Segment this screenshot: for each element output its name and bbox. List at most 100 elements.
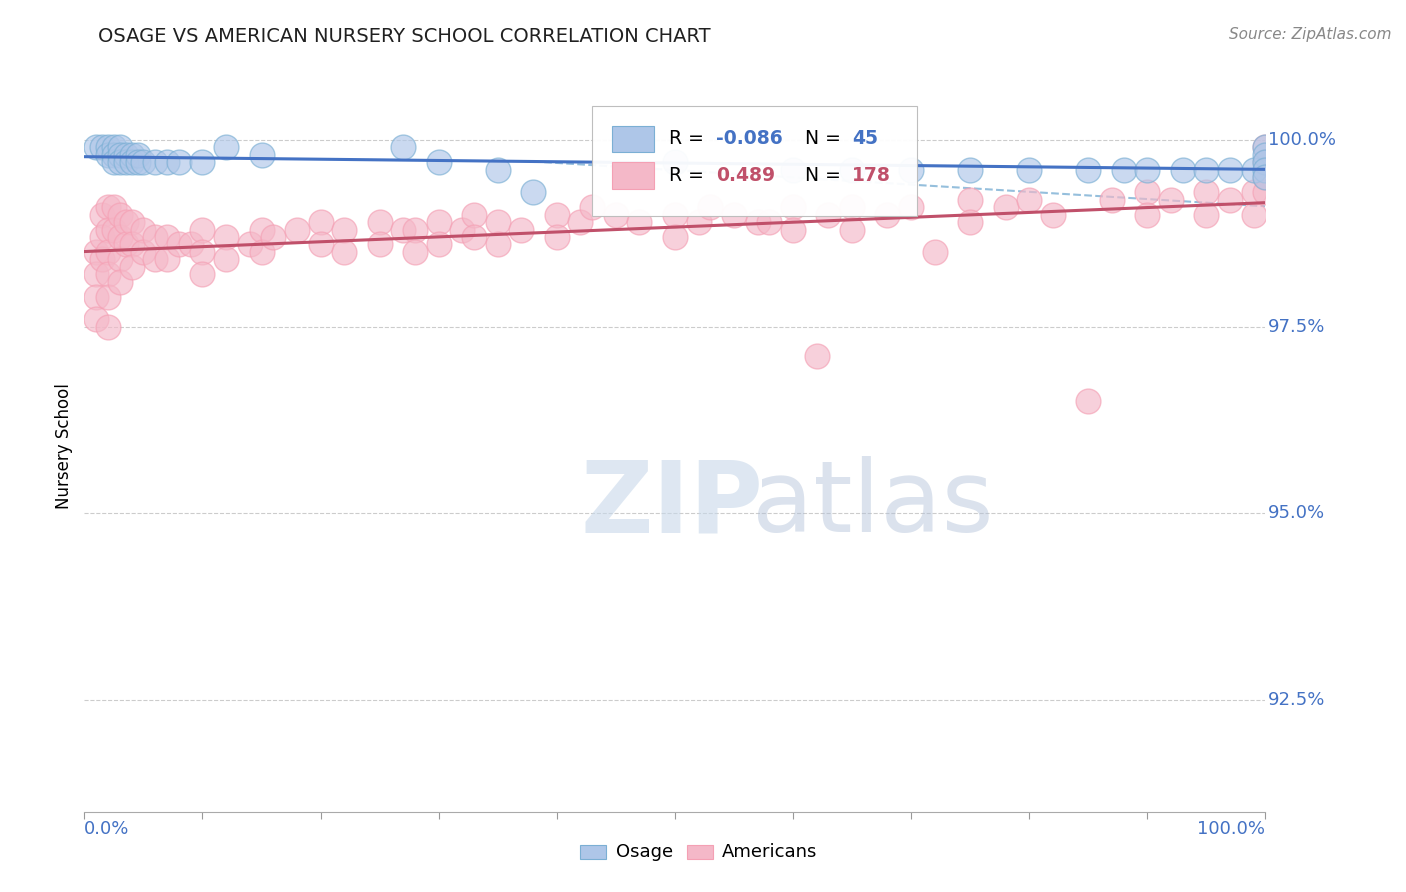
- Point: [114, 155, 136, 169]
- Point: [994, 200, 1017, 214]
- Point: [1254, 140, 1277, 154]
- Point: [1018, 193, 1040, 207]
- Point: [806, 350, 828, 364]
- Point: [121, 260, 143, 274]
- Point: [108, 208, 131, 222]
- Point: [97, 319, 120, 334]
- Point: [108, 230, 131, 244]
- Point: [1254, 140, 1277, 154]
- Point: [143, 155, 166, 169]
- Bar: [686, 845, 713, 859]
- Point: [91, 208, 114, 222]
- Bar: [612, 126, 654, 152]
- Point: [404, 222, 426, 236]
- Point: [108, 155, 131, 169]
- Point: [959, 193, 981, 207]
- Point: [427, 155, 450, 169]
- Point: [782, 200, 804, 214]
- Point: [628, 215, 651, 229]
- Point: [569, 215, 592, 229]
- Point: [250, 244, 273, 259]
- FancyBboxPatch shape: [592, 106, 917, 216]
- Point: [368, 215, 391, 229]
- Point: [108, 140, 131, 154]
- Point: [1254, 162, 1277, 177]
- Point: [97, 290, 120, 304]
- Point: [191, 268, 214, 282]
- Point: [84, 244, 107, 259]
- Text: 0.489: 0.489: [716, 166, 775, 185]
- Point: [156, 155, 179, 169]
- Point: [127, 148, 149, 162]
- Text: 92.5%: 92.5%: [1268, 690, 1324, 709]
- Point: [215, 252, 238, 267]
- Text: R =: R =: [669, 129, 710, 148]
- Text: 100.0%: 100.0%: [1268, 131, 1336, 149]
- Bar: [612, 162, 654, 188]
- Point: [91, 230, 114, 244]
- Point: [841, 200, 863, 214]
- Point: [215, 140, 238, 154]
- Point: [486, 237, 509, 252]
- Point: [143, 230, 166, 244]
- Point: [108, 252, 131, 267]
- Point: [132, 244, 155, 259]
- Point: [103, 155, 125, 169]
- Point: [191, 222, 214, 236]
- Point: [180, 237, 202, 252]
- Point: [1254, 170, 1277, 185]
- Point: [841, 162, 863, 177]
- Point: [114, 148, 136, 162]
- Point: [1160, 193, 1182, 207]
- Point: [486, 215, 509, 229]
- Point: [103, 200, 125, 214]
- Point: [91, 252, 114, 267]
- Point: [1112, 162, 1135, 177]
- Text: Osage: Osage: [616, 843, 673, 861]
- Point: [758, 215, 780, 229]
- Point: [103, 148, 125, 162]
- Point: [97, 268, 120, 282]
- Text: 45: 45: [852, 129, 877, 148]
- Point: [782, 162, 804, 177]
- Point: [1077, 162, 1099, 177]
- Point: [97, 200, 120, 214]
- Point: [91, 140, 114, 154]
- Point: [167, 155, 190, 169]
- Point: [84, 140, 107, 154]
- Point: [191, 155, 214, 169]
- Point: [156, 252, 179, 267]
- Point: [392, 222, 415, 236]
- Point: [285, 222, 308, 236]
- Point: [191, 244, 214, 259]
- Point: [664, 208, 686, 222]
- Point: [605, 208, 627, 222]
- Point: [900, 162, 922, 177]
- Bar: [581, 845, 606, 859]
- Point: [841, 222, 863, 236]
- Point: [250, 148, 273, 162]
- Text: 100.0%: 100.0%: [1198, 821, 1265, 838]
- Point: [427, 215, 450, 229]
- Point: [103, 140, 125, 154]
- Point: [699, 200, 721, 214]
- Point: [1243, 208, 1265, 222]
- Point: [167, 237, 190, 252]
- Point: [1254, 186, 1277, 200]
- Point: [723, 208, 745, 222]
- Point: [486, 162, 509, 177]
- Point: [581, 200, 603, 214]
- Point: [114, 237, 136, 252]
- Y-axis label: Nursery School: Nursery School: [55, 383, 73, 509]
- Text: 178: 178: [852, 166, 891, 185]
- Point: [876, 208, 898, 222]
- Point: [239, 237, 262, 252]
- Text: Americans: Americans: [723, 843, 817, 861]
- Point: [114, 215, 136, 229]
- Point: [522, 186, 544, 200]
- Point: [132, 222, 155, 236]
- Text: N =: N =: [804, 129, 846, 148]
- Point: [959, 162, 981, 177]
- Point: [108, 275, 131, 289]
- Point: [546, 230, 568, 244]
